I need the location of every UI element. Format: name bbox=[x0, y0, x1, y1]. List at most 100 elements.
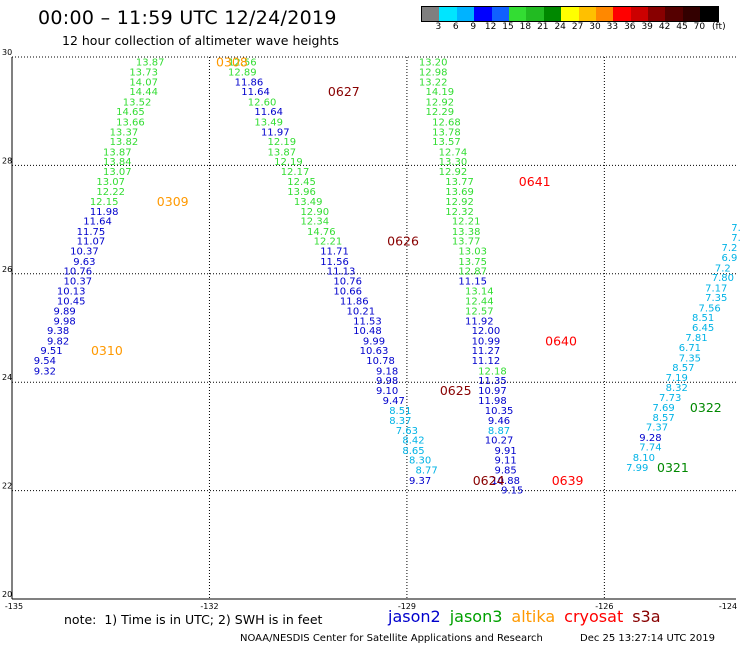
wave-height-value: 12.98 bbox=[419, 68, 448, 79]
wave-height-value: 11.12 bbox=[472, 356, 501, 367]
wave-height-value: 11.64 bbox=[254, 107, 283, 118]
satellite-legend-item: s3a bbox=[632, 607, 661, 626]
wave-height-value: 7. bbox=[731, 223, 740, 234]
wave-height-value: 13.52 bbox=[123, 97, 152, 108]
wave-height-value: 13.84 bbox=[103, 157, 132, 168]
wave-height-value: 8.30 bbox=[409, 456, 431, 467]
wave-height-value: 10.66 bbox=[333, 287, 362, 298]
wave-height-value: 11.64 bbox=[241, 87, 270, 98]
wave-height-value: 9.63 bbox=[73, 257, 95, 268]
color-scale-unit: (ft) bbox=[712, 22, 726, 32]
wave-height-value: 6.9 bbox=[721, 253, 737, 264]
wave-height-value: 13.77 bbox=[452, 237, 481, 248]
wave-height-value: 14.65 bbox=[116, 107, 145, 118]
wave-height-value: 13.87 bbox=[103, 147, 132, 158]
wave-height-points: 13.8713.7314.0714.4413.5214.6513.6613.37… bbox=[34, 57, 740, 496]
wave-height-value: 9.15 bbox=[501, 486, 523, 497]
wave-height-value: 12.19 bbox=[274, 157, 303, 168]
wave-height-value: 11.07 bbox=[77, 237, 106, 248]
wave-height-value: 9.10 bbox=[376, 386, 398, 397]
wave-height-value: 12.87 bbox=[458, 267, 487, 278]
wave-height-value: 9.91 bbox=[495, 446, 517, 457]
color-scale-label: 27 bbox=[571, 22, 584, 32]
wave-height-value: 7.99 bbox=[626, 463, 648, 474]
wave-height-value: 13.14 bbox=[465, 287, 494, 298]
wave-height-value: 13.22 bbox=[419, 77, 448, 88]
wave-height-value: 10.76 bbox=[63, 267, 92, 278]
color-swatch bbox=[595, 7, 614, 21]
color-scale-label: 9 bbox=[470, 22, 477, 32]
pass-id-label: 0310 bbox=[91, 343, 123, 358]
color-scale-bar bbox=[421, 6, 719, 22]
pass-id-label: 0626 bbox=[387, 234, 419, 249]
wave-height-value: 9.98 bbox=[54, 316, 76, 327]
color-swatch bbox=[456, 7, 475, 21]
wave-height-value: 10.37 bbox=[63, 276, 92, 287]
wave-height-value: 7.17 bbox=[705, 283, 727, 294]
satellite-legend-item: altika bbox=[511, 607, 556, 626]
wave-height-value: 7.80 bbox=[712, 273, 734, 284]
credit-line: NOAA/NESDIS Center for Satellite Applica… bbox=[240, 633, 543, 644]
wave-height-value: 7. bbox=[731, 233, 740, 244]
wave-height-value: 11.92 bbox=[465, 316, 494, 327]
pass-id-label: 0639 bbox=[552, 473, 584, 488]
color-scale-label: 3 bbox=[435, 22, 442, 32]
color-swatch bbox=[665, 7, 683, 21]
wave-height-value: 13.38 bbox=[452, 227, 481, 238]
color-scale-label: 33 bbox=[606, 22, 619, 32]
pass-id-label: 0322 bbox=[690, 400, 722, 415]
color-swatch bbox=[474, 7, 492, 21]
color-swatch bbox=[561, 7, 579, 21]
wave-height-value: 13.07 bbox=[96, 177, 125, 188]
wave-height-value: 8.57 bbox=[672, 363, 694, 374]
wave-height-value: 10.48 bbox=[353, 326, 382, 337]
wave-height-value: 8.77 bbox=[416, 465, 438, 476]
color-scale-label: 36 bbox=[624, 22, 636, 32]
wave-height-value: 11.15 bbox=[458, 276, 487, 287]
chart-title: 00:00 – 11:59 UTC 12/24/2019 bbox=[38, 7, 337, 29]
pass-id-label: 0624 bbox=[473, 473, 505, 488]
pass-id-label: 0625 bbox=[440, 383, 472, 398]
y-tick-label: 28 bbox=[2, 156, 12, 165]
wave-height-value: 11.86 bbox=[340, 296, 369, 307]
color-swatch bbox=[422, 7, 440, 21]
x-tick-label: -132 bbox=[200, 602, 218, 611]
wave-height-value: 11.75 bbox=[77, 227, 106, 238]
wave-height-value: 9.82 bbox=[47, 336, 69, 347]
footer-note: note: 1) Time is in UTC; 2) SWH is in fe… bbox=[64, 612, 323, 627]
wave-height-value: 13.82 bbox=[110, 137, 139, 148]
wave-height-value: 6.71 bbox=[679, 343, 701, 354]
wave-height-value: 12.17 bbox=[281, 167, 310, 178]
color-swatch bbox=[439, 7, 457, 21]
color-scale-label: 45 bbox=[676, 22, 688, 32]
color-scale-labels: 3 6 9 12 15 18 21 24 27 30 33 36 39 42 45 70 (ft) bbox=[421, 22, 736, 34]
x-tick-label: -124 bbox=[719, 602, 737, 611]
wave-height-value: 8.37 bbox=[389, 416, 411, 427]
x-tick-label: -135 bbox=[5, 602, 23, 611]
wave-height-value: 7.63 bbox=[396, 426, 418, 437]
wave-height-value: 10.21 bbox=[347, 307, 376, 318]
wave-height-value: 9.85 bbox=[495, 465, 517, 476]
wave-height-value: 7.19 bbox=[666, 373, 688, 384]
pass-id-label: 0641 bbox=[519, 174, 551, 189]
color-swatch bbox=[648, 7, 666, 21]
color-scale-label: 70 bbox=[693, 22, 706, 32]
wave-height-value: 10.76 bbox=[333, 276, 362, 287]
wave-height-value: 12.60 bbox=[248, 97, 277, 108]
wave-height-value: 9.28 bbox=[639, 433, 661, 444]
wave-height-value: 14.76 bbox=[307, 227, 336, 238]
wave-height-value: 13.37 bbox=[110, 127, 139, 138]
pass-labels: 0308 0627 0309 0641 0626 0640 0310 0625 0322 0624… bbox=[91, 54, 722, 487]
wave-height-value: 7.37 bbox=[646, 423, 668, 434]
color-swatch bbox=[508, 7, 527, 21]
wave-height-value: 11.64 bbox=[83, 217, 112, 228]
wave-height-value: 12.68 bbox=[432, 117, 461, 128]
satellite-legend-item: cryosat bbox=[564, 607, 624, 626]
wave-height-value: 9.89 bbox=[54, 307, 76, 318]
color-swatch bbox=[613, 7, 631, 21]
pass-id-label: 0308 bbox=[216, 54, 248, 69]
satellite-legend-item: jason2 bbox=[388, 607, 441, 626]
color-scale-label: 39 bbox=[641, 22, 653, 32]
wave-height-value: 12.00 bbox=[472, 326, 501, 337]
wave-height-value: 8.51 bbox=[692, 313, 714, 324]
